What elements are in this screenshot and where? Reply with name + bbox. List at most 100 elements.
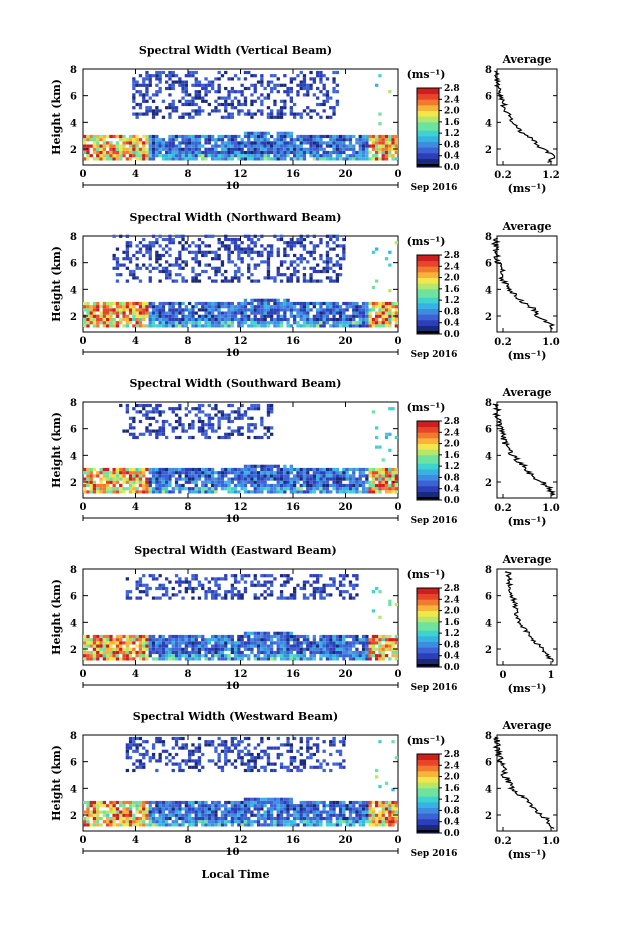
colorbar-segment [417,133,439,137]
heatmap-cell [237,150,241,155]
heatmap-cell [293,657,297,661]
heatmap-cell [207,244,211,248]
heatmap-cell [181,83,185,87]
heatmap-cell [148,756,152,760]
heatmap-cell [217,269,221,274]
heatmap-cell [125,253,129,258]
heatmap-cell [263,574,267,578]
heatmap-cell [338,647,343,651]
heatmap-cell [253,321,257,325]
heatmap-cell [325,641,330,645]
heatmap-cell [247,269,251,274]
heatmap-cell [302,279,307,283]
heatmap-cell [358,147,362,151]
heatmap-cell [158,820,162,824]
heatmap-cell [384,467,389,472]
heatmap-cell [197,407,202,411]
heatmap-cell [348,138,353,142]
heatmap-cell [263,631,267,635]
heatmap-cell [145,657,149,661]
heatmap-cell [204,308,208,312]
heatmap-cell [335,308,339,312]
heatmap-cell [273,138,277,142]
heatmap-cell [378,321,382,325]
heatmap-cell [299,308,303,312]
heatmap-cell [151,477,156,481]
heatmap-cell [348,650,353,655]
heatmap-cell [207,647,211,651]
heatmap-cell [296,321,300,325]
heatmap-cell [96,487,100,491]
heatmap-cell [155,641,159,645]
heatmap-cell [86,810,90,814]
heatmap-cell [289,634,293,639]
heatmap-cell [142,112,146,116]
heatmap-cell [211,157,215,161]
heatmap-cell [279,131,284,135]
heatmap-cell [194,644,198,648]
heatmap-cell [174,471,179,475]
heatmap-cell [289,134,293,139]
heatmap-cell [194,807,198,811]
heatmap-cell [250,74,254,78]
heatmap-cell [329,266,333,270]
heatmap-cell [201,583,205,587]
heatmap-cell [158,305,162,309]
heatmap-cell [191,435,195,440]
heatmap-cell [256,483,261,488]
heatmap-cell [306,314,310,318]
heatmap-cell [237,426,241,430]
heatmap-cell [335,141,339,145]
heatmap-cell [342,654,346,658]
heatmap-cell [138,583,143,587]
heatmap-cell [122,477,126,481]
heatmap-cell [260,657,264,661]
heatmap-cell [191,115,195,119]
heatmap-cell [171,467,175,472]
heatmap-cell [243,305,248,309]
heatmap-cell [375,477,379,481]
heatmap-cell [243,634,248,639]
heatmap-cell [329,650,333,655]
heatmap-cell [145,308,149,312]
heatmap-cell [86,650,90,655]
heatmap-cell [276,269,280,274]
heatmap-cell [293,644,297,648]
heatmap-cell [207,816,211,821]
heatmap-cell [197,106,202,110]
heatmap-cell [148,314,152,318]
heatmap-cell [384,134,389,139]
heatmap-cell [194,138,198,142]
heatmap-cell [260,638,264,642]
heatmap-cell [329,237,333,242]
heatmap-cell [247,657,251,661]
heatmap-cell [115,273,120,277]
heatmap-cell [217,308,221,312]
heatmap-cell [332,654,336,658]
heatmap-cell [165,471,169,475]
heatmap-cell [148,634,152,639]
heatmap-cell [273,157,277,161]
heatmap-cell [279,657,284,661]
heatmap-cell [227,90,231,94]
heatmap-cell [148,74,152,78]
heatmap-cell [135,487,139,491]
y-axis-label: Height (km) [50,579,63,655]
heatmap-cell [214,273,218,277]
heatmap-cell [132,276,136,280]
heatmap-cell [168,276,172,280]
heatmap-cell [181,634,185,639]
heatmap-cell [161,423,166,427]
heatmap-cell [191,426,195,430]
heatmap-cell [345,647,349,651]
heatmap-cell [276,253,280,258]
heatmap-cell [178,800,182,805]
heatmap-cell [145,638,149,642]
heatmap-cell [214,157,218,161]
heatmap-cell [142,823,146,827]
heatmap-cell [345,641,349,645]
heatmap-cell [174,820,179,824]
heatmap-cell [201,634,205,639]
heatmap-cell [345,483,349,488]
heatmap-cell [168,423,172,427]
